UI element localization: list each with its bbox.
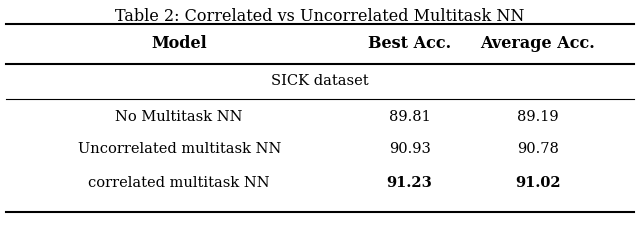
Text: Best Acc.: Best Acc. [368,35,451,52]
Text: 89.19: 89.19 [516,110,559,124]
Text: Table 2: Correlated vs Uncorrelated Multitask NN: Table 2: Correlated vs Uncorrelated Mult… [115,8,525,25]
Text: 90.93: 90.93 [388,142,431,156]
Text: No Multitask NN: No Multitask NN [115,110,243,124]
Text: 90.78: 90.78 [516,142,559,156]
Text: Uncorrelated multitask NN: Uncorrelated multitask NN [77,142,281,156]
Text: 89.81: 89.81 [388,110,431,124]
Text: SICK dataset: SICK dataset [271,74,369,88]
Text: 91.02: 91.02 [515,176,561,190]
Text: Model: Model [152,35,207,52]
Text: Average Acc.: Average Acc. [480,35,595,52]
Text: 91.23: 91.23 [387,176,433,190]
Text: correlated multitask NN: correlated multitask NN [88,176,270,190]
